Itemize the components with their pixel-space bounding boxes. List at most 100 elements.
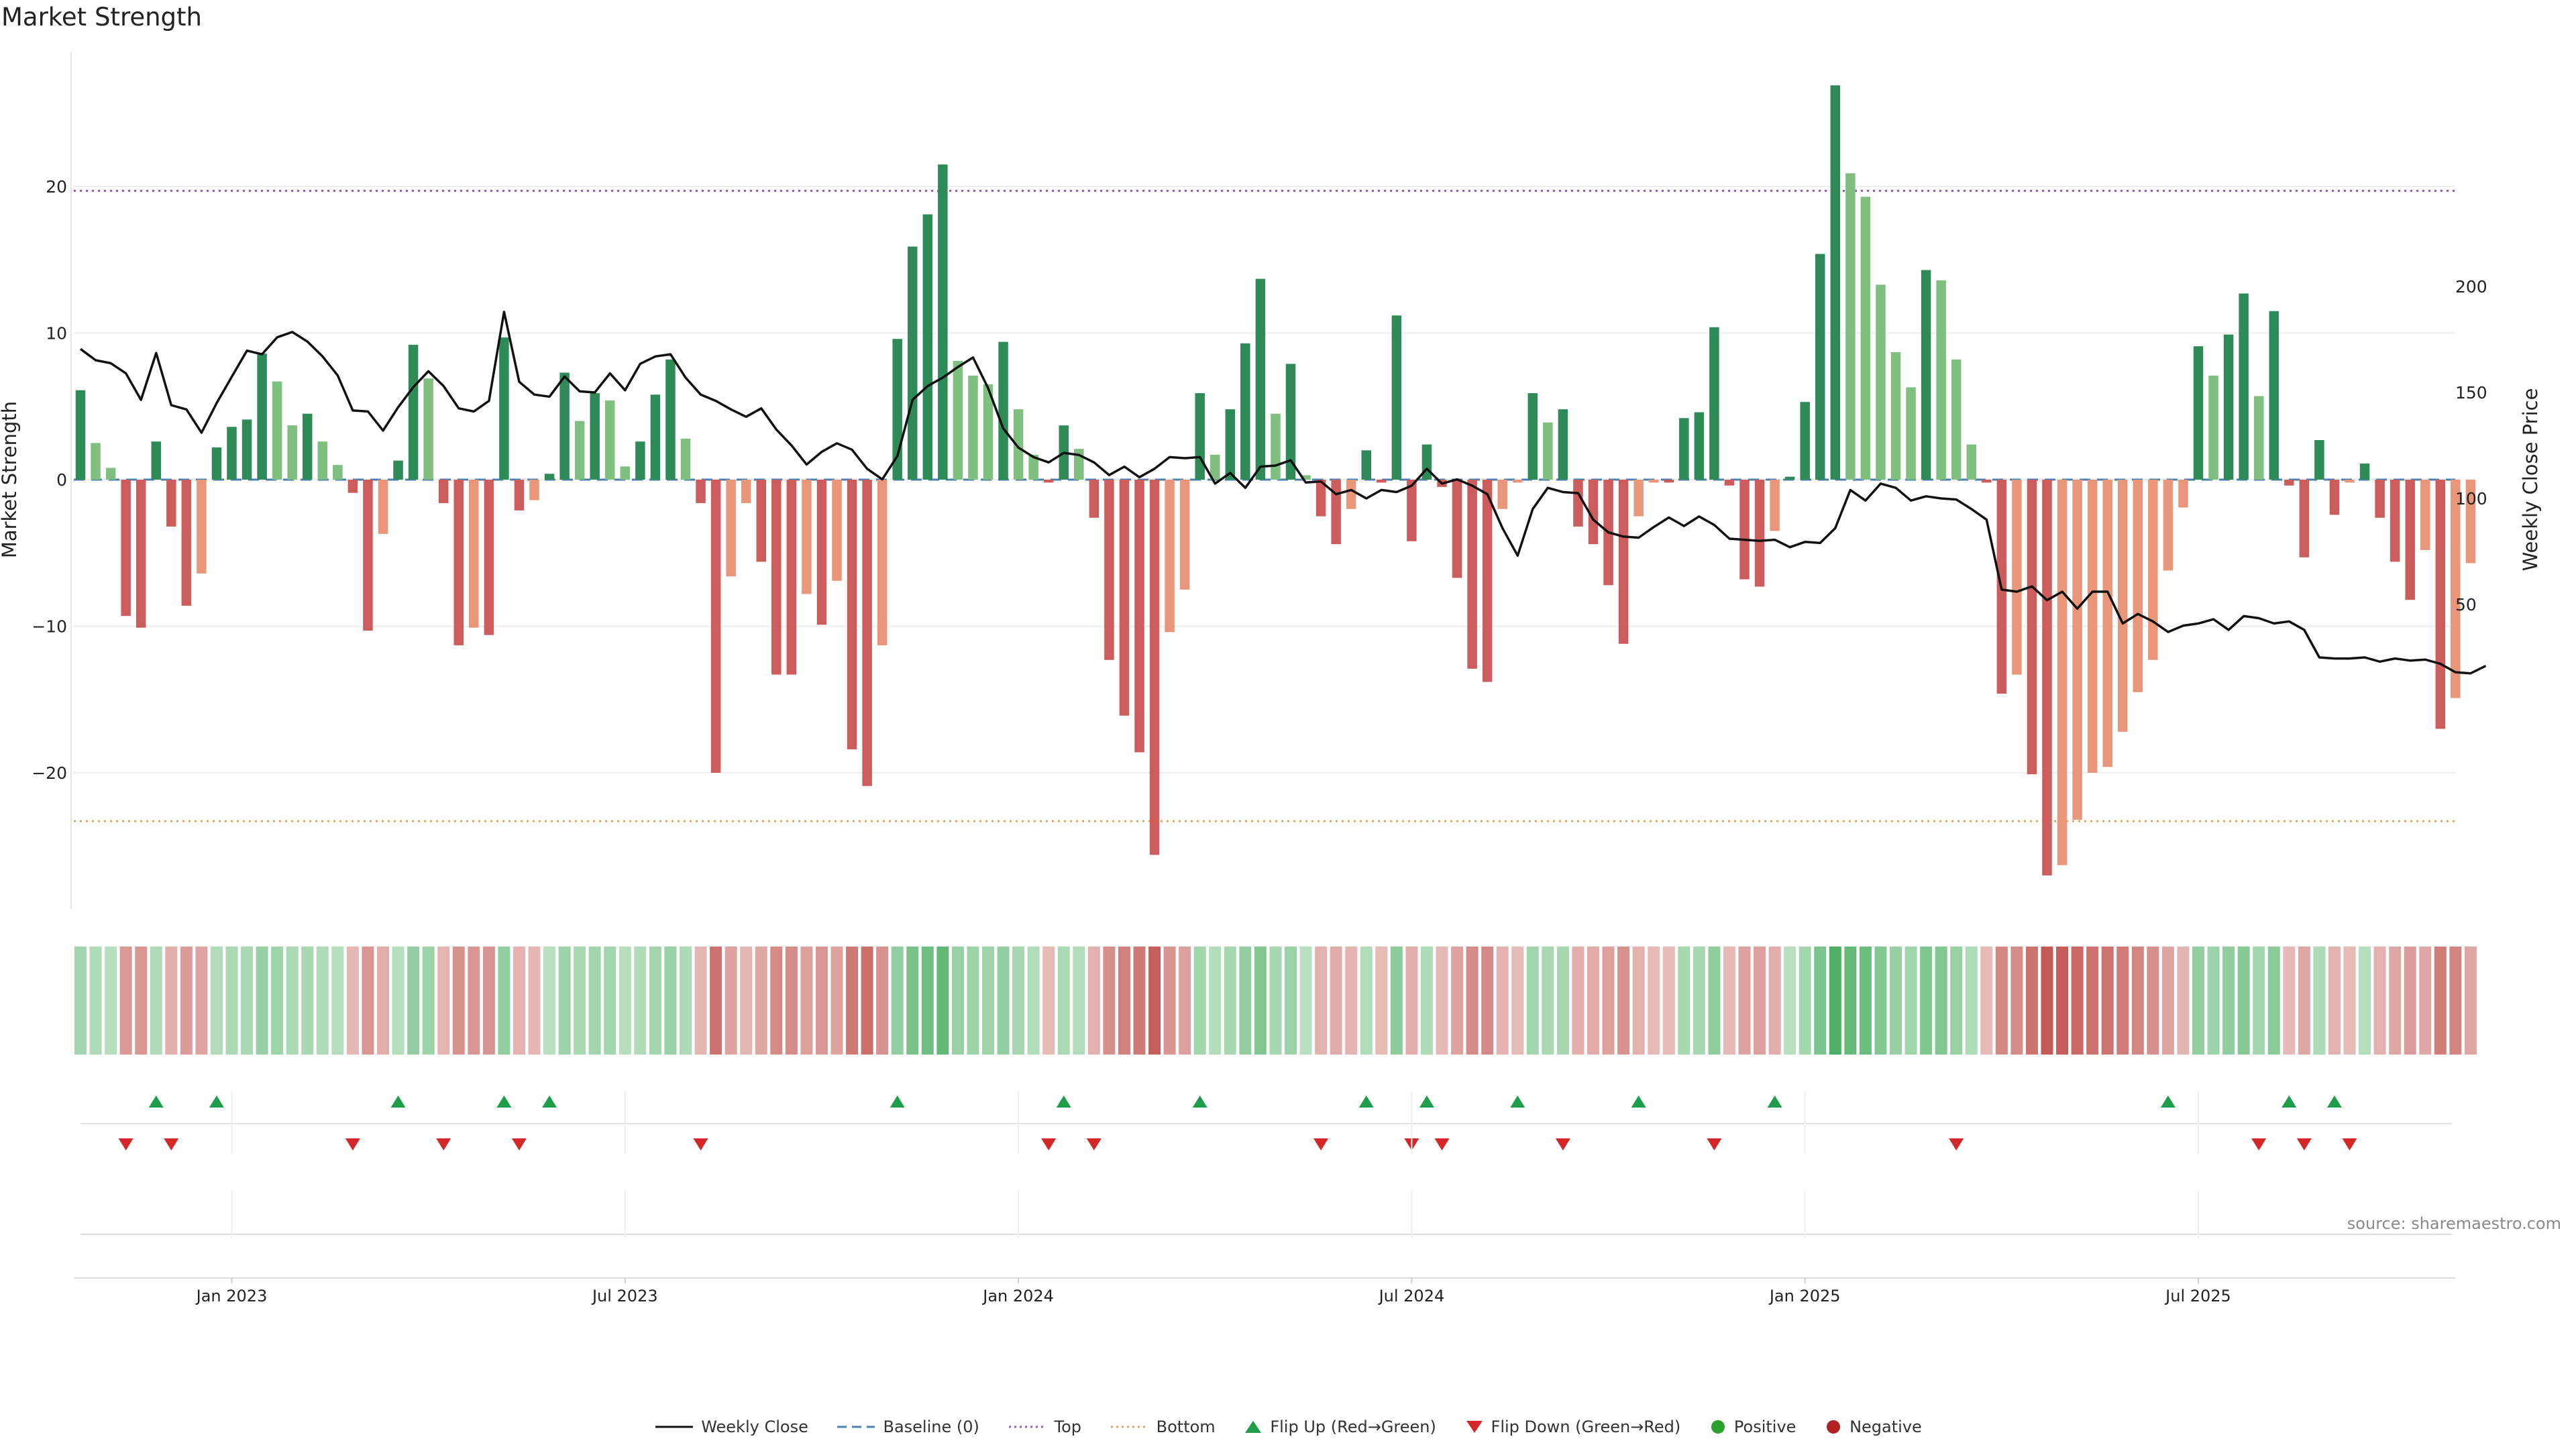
heat-cell <box>1375 947 1388 1055</box>
strength-bar <box>1860 197 1871 480</box>
strength-bar <box>2208 375 2218 480</box>
heat-cell <box>195 947 208 1055</box>
heat-cell <box>1754 947 1766 1055</box>
strength-bar <box>2375 480 2385 518</box>
heat-cell <box>1935 947 1947 1055</box>
strength-bar <box>75 390 86 480</box>
legend: Weekly Close Baseline (0) Top Bottom Fli… <box>0 1417 2576 1436</box>
heat-cell <box>225 947 238 1055</box>
strength-bar <box>847 480 857 750</box>
strength-bar <box>816 480 827 625</box>
flip-down-marker <box>2296 1138 2312 1150</box>
strength-bar <box>1648 480 1659 483</box>
heat-cell <box>2222 947 2235 1055</box>
heat-cell <box>210 947 223 1055</box>
heat-cell <box>2177 947 2190 1055</box>
red-dot-icon <box>1827 1420 1841 1434</box>
flip-down-marker <box>1707 1138 1722 1150</box>
strength-bar <box>2087 480 2098 773</box>
heat-cell <box>770 947 783 1055</box>
heat-cell <box>1904 947 1917 1055</box>
heat-cell <box>1617 947 1630 1055</box>
strength-bar <box>953 361 963 480</box>
heat-cell <box>740 947 753 1055</box>
green-dot-icon <box>1711 1420 1725 1434</box>
strength-bar <box>1982 480 1992 483</box>
heat-cell <box>921 947 934 1055</box>
flip-up-marker <box>1192 1095 1208 1108</box>
heat-cell <box>1118 947 1130 1055</box>
x-axis: Jan 2023 Jul 2023 Jan 2024 Jul 2024 Jan 2025… <box>195 1091 2231 1305</box>
heat-cell <box>649 947 661 1055</box>
strength-bar <box>333 465 343 480</box>
heat-cell <box>150 947 162 1055</box>
strength-bar <box>1134 480 1144 753</box>
y2-axis-label: Weekly Close Price <box>2519 388 2542 572</box>
heat-cell <box>1239 947 1252 1055</box>
heat-cell <box>1526 947 1539 1055</box>
heat-cell <box>1693 947 1705 1055</box>
strength-bar <box>1906 387 1916 480</box>
strength-bar <box>741 480 751 503</box>
source-note: source: sharemaestro.com <box>2347 1214 2561 1233</box>
heat-cell <box>422 947 435 1055</box>
strength-bar <box>181 480 192 606</box>
strength-bar <box>1966 444 1976 480</box>
flip-down-marker <box>1313 1138 1329 1150</box>
heat-cell <box>2283 947 2296 1055</box>
strength-bar <box>710 480 721 773</box>
strength-bar <box>1331 480 1341 545</box>
heat-cell <box>271 947 284 1055</box>
x-tick-label: Jan 2025 <box>1768 1287 1841 1305</box>
strength-bar <box>1255 278 1266 480</box>
legend-bottom: Bottom <box>1110 1417 1216 1436</box>
bottom-panel <box>74 1234 2455 1279</box>
heat-cell <box>135 947 148 1055</box>
flip-down-marker <box>164 1138 179 1150</box>
heat-cell <box>1209 947 1222 1055</box>
heat-cell <box>936 947 949 1055</box>
heat-cell <box>680 947 692 1055</box>
strength-bar <box>91 443 101 480</box>
heat-cell <box>2359 947 2371 1055</box>
flip-up-marker <box>1056 1095 1071 1108</box>
strength-bar <box>2102 480 2112 767</box>
strength-bar <box>197 480 207 574</box>
strength-bar <box>998 341 1008 480</box>
heat-cell <box>2131 947 2144 1055</box>
strength-bar <box>1377 480 1387 483</box>
heat-cell <box>241 947 254 1055</box>
strength-bar <box>2178 480 2188 508</box>
heat-cell <box>513 947 525 1055</box>
heat-cell <box>256 947 268 1055</box>
x-tick-label: Jul 2024 <box>1378 1287 1445 1305</box>
flip-up-marker <box>2160 1095 2176 1108</box>
heat-cell <box>724 947 737 1055</box>
strength-bar <box>680 438 691 480</box>
y-tick-label: 0 <box>56 470 67 490</box>
strength-bar <box>2239 293 2249 480</box>
strength-bar <box>1301 475 1311 480</box>
strength-bar <box>227 427 237 480</box>
strength-bar <box>590 393 600 480</box>
heat-cell <box>2419 947 2432 1055</box>
legend-dash-icon <box>837 1426 875 1428</box>
heat-cell <box>1829 947 1841 1055</box>
heat-cell <box>1980 947 1993 1055</box>
strength-bar <box>2359 463 2370 480</box>
heat-cell <box>2116 947 2129 1055</box>
strength-bar <box>559 372 570 480</box>
strength-bar <box>1800 402 1810 480</box>
heat-cell <box>2071 947 2084 1055</box>
heat-cell <box>1738 947 1751 1055</box>
strength-bar <box>393 460 403 480</box>
strength-bar <box>892 339 902 480</box>
heat-cell <box>286 947 299 1055</box>
strength-bar <box>241 419 252 480</box>
strength-bar <box>257 354 267 480</box>
heat-cell <box>1814 947 1827 1055</box>
flip-markers-panel <box>80 1095 2452 1150</box>
flip-down-marker <box>1434 1138 1450 1150</box>
y2-tick-label: 150 <box>2455 383 2487 402</box>
strength-bar <box>1845 173 1856 480</box>
